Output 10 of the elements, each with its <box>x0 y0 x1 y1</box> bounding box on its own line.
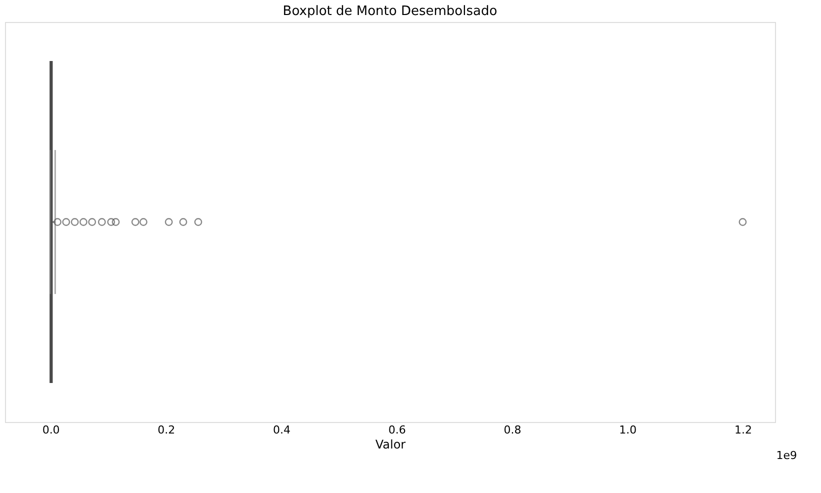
x-tick-label: 1.2 <box>734 424 752 436</box>
x-tick-label: 0.4 <box>273 424 291 436</box>
x-tick-label: 0.0 <box>42 424 60 436</box>
x-axis-title: Valor <box>375 438 406 452</box>
text: 1e9 <box>776 449 797 462</box>
chart-title: Boxplot de Monto Desembolsado <box>282 4 498 19</box>
x-tick-label: 0.8 <box>504 424 522 436</box>
x-tick-label: 0.6 <box>388 424 406 436</box>
x-tick-label: 0.2 <box>158 424 176 436</box>
x-tick-label: 1.0 <box>619 424 637 436</box>
